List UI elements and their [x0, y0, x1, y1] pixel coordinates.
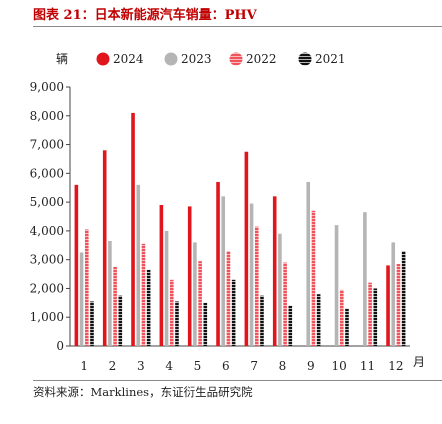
bar-2021-month-12: [401, 251, 406, 346]
bar-2021-month-8: [288, 305, 293, 346]
bar-2021-month-2: [118, 295, 123, 346]
x-tick-label: 7: [250, 359, 258, 373]
bar-2024-month-7: [244, 151, 249, 346]
x-tick-label: 10: [332, 359, 347, 373]
bar-2022-month-4: [169, 279, 174, 346]
x-tick-label: 4: [165, 359, 173, 373]
y-tick-label: 7,000: [30, 138, 64, 152]
bar-2022-month-2: [113, 266, 117, 346]
x-axis-unit: 月: [413, 355, 425, 369]
bar-2022-month-7: [254, 226, 259, 346]
bar-2024-month-6: [216, 181, 220, 346]
source-divider: [33, 380, 442, 381]
bar-2021-month-3: [146, 269, 151, 346]
bar-2023-month-2: [108, 240, 112, 346]
bar-2022-month-12: [396, 263, 401, 346]
legend-marker-2024: [96, 52, 110, 66]
x-tick-label: 5: [194, 359, 202, 373]
x-tick-label: 1: [80, 359, 88, 373]
legend-marker-2022: [229, 52, 243, 66]
legend-marker-2021: [298, 52, 312, 66]
y-tick-label: 2,000: [30, 281, 64, 295]
bar-2023-month-3: [136, 184, 141, 346]
y-tick-label: 3,000: [30, 253, 64, 267]
bar-2021-month-9: [316, 294, 321, 346]
bar-2023-month-8: [278, 233, 282, 346]
bar-2022-month-6: [226, 251, 231, 346]
x-tick-label: 9: [307, 359, 315, 373]
x-tick-label: 12: [388, 359, 403, 373]
bar-2024-month-1: [74, 184, 79, 346]
legend-label-2022: 2022: [246, 52, 277, 66]
bar-2021-month-4: [175, 301, 179, 346]
y-tick-label: 9,000: [30, 80, 64, 94]
bar-2023-month-9: [306, 181, 311, 346]
bar-2021-month-7: [260, 295, 264, 346]
y-axis-unit: 辆: [56, 52, 68, 66]
y-tick-label: 0: [56, 339, 64, 353]
y-tick-label: 4,000: [30, 224, 64, 238]
bar-2024-month-8: [272, 196, 277, 346]
bar-2023-month-6: [221, 196, 226, 346]
bar-2022-month-9: [311, 210, 316, 346]
bar-2021-month-11: [373, 288, 378, 346]
y-tick-label: 1,000: [30, 310, 64, 324]
legend-label-2024: 2024: [113, 52, 144, 66]
bar-2024-month-4: [159, 204, 164, 346]
x-tick-label: 2: [109, 359, 117, 373]
bar-2023-month-7: [249, 203, 254, 346]
bar-2024-month-5: [187, 206, 192, 346]
bar-2023-month-11: [363, 212, 367, 346]
bar-2024-month-12: [386, 265, 390, 346]
figure-title: 图表 21：日本新能源汽车销量：PHV: [33, 8, 257, 23]
bar-2024-month-2: [102, 150, 107, 346]
bar-2022-month-8: [283, 262, 287, 346]
bar-2021-month-5: [203, 302, 208, 346]
bar-2022-month-10: [339, 289, 344, 346]
source-note: 资料来源：Marklines，东证衍生品研究院: [33, 385, 253, 399]
legend-label-2021: 2021: [315, 52, 346, 66]
chart-labels: 0 1,000 2,000 3,000 4,000 5,000 6,000 7,000 8,00…: [30, 52, 425, 373]
x-tick-label: 3: [137, 359, 145, 373]
bar-2024-month-3: [131, 112, 135, 347]
title-divider: [33, 26, 442, 27]
bar-2023-month-12: [391, 242, 396, 346]
bar-2022-month-3: [141, 243, 146, 346]
legend-label-2023: 2023: [181, 52, 212, 66]
bar-2022-month-11: [368, 282, 372, 346]
bar-2023-month-1: [79, 252, 84, 346]
bar-2021-month-6: [231, 279, 236, 346]
y-tick-label: 5,000: [30, 195, 64, 209]
bar-2021-month-10: [345, 308, 349, 346]
y-tick-label: 6,000: [30, 166, 64, 180]
legend-marker-2023: [164, 52, 178, 66]
bar-chart: 2024 2023 2022 2021 0 1,000 2,000 3,000 4,000 5,…: [30, 52, 425, 373]
chart-bars: [74, 112, 406, 347]
bar-2023-month-5: [193, 242, 197, 346]
chart-axes: [66, 86, 410, 347]
bar-2022-month-1: [84, 229, 89, 346]
bar-2023-month-4: [164, 230, 169, 346]
x-tick-label: 6: [222, 359, 230, 373]
x-tick-label: 8: [279, 359, 287, 373]
bar-2023-month-10: [334, 225, 339, 346]
bar-2021-month-1: [90, 301, 94, 346]
chart-legend: 2024 2023 2022 2021: [96, 52, 346, 66]
y-tick-label: 8,000: [30, 109, 64, 123]
x-tick-label: 11: [360, 359, 375, 373]
bar-2022-month-5: [198, 261, 202, 346]
